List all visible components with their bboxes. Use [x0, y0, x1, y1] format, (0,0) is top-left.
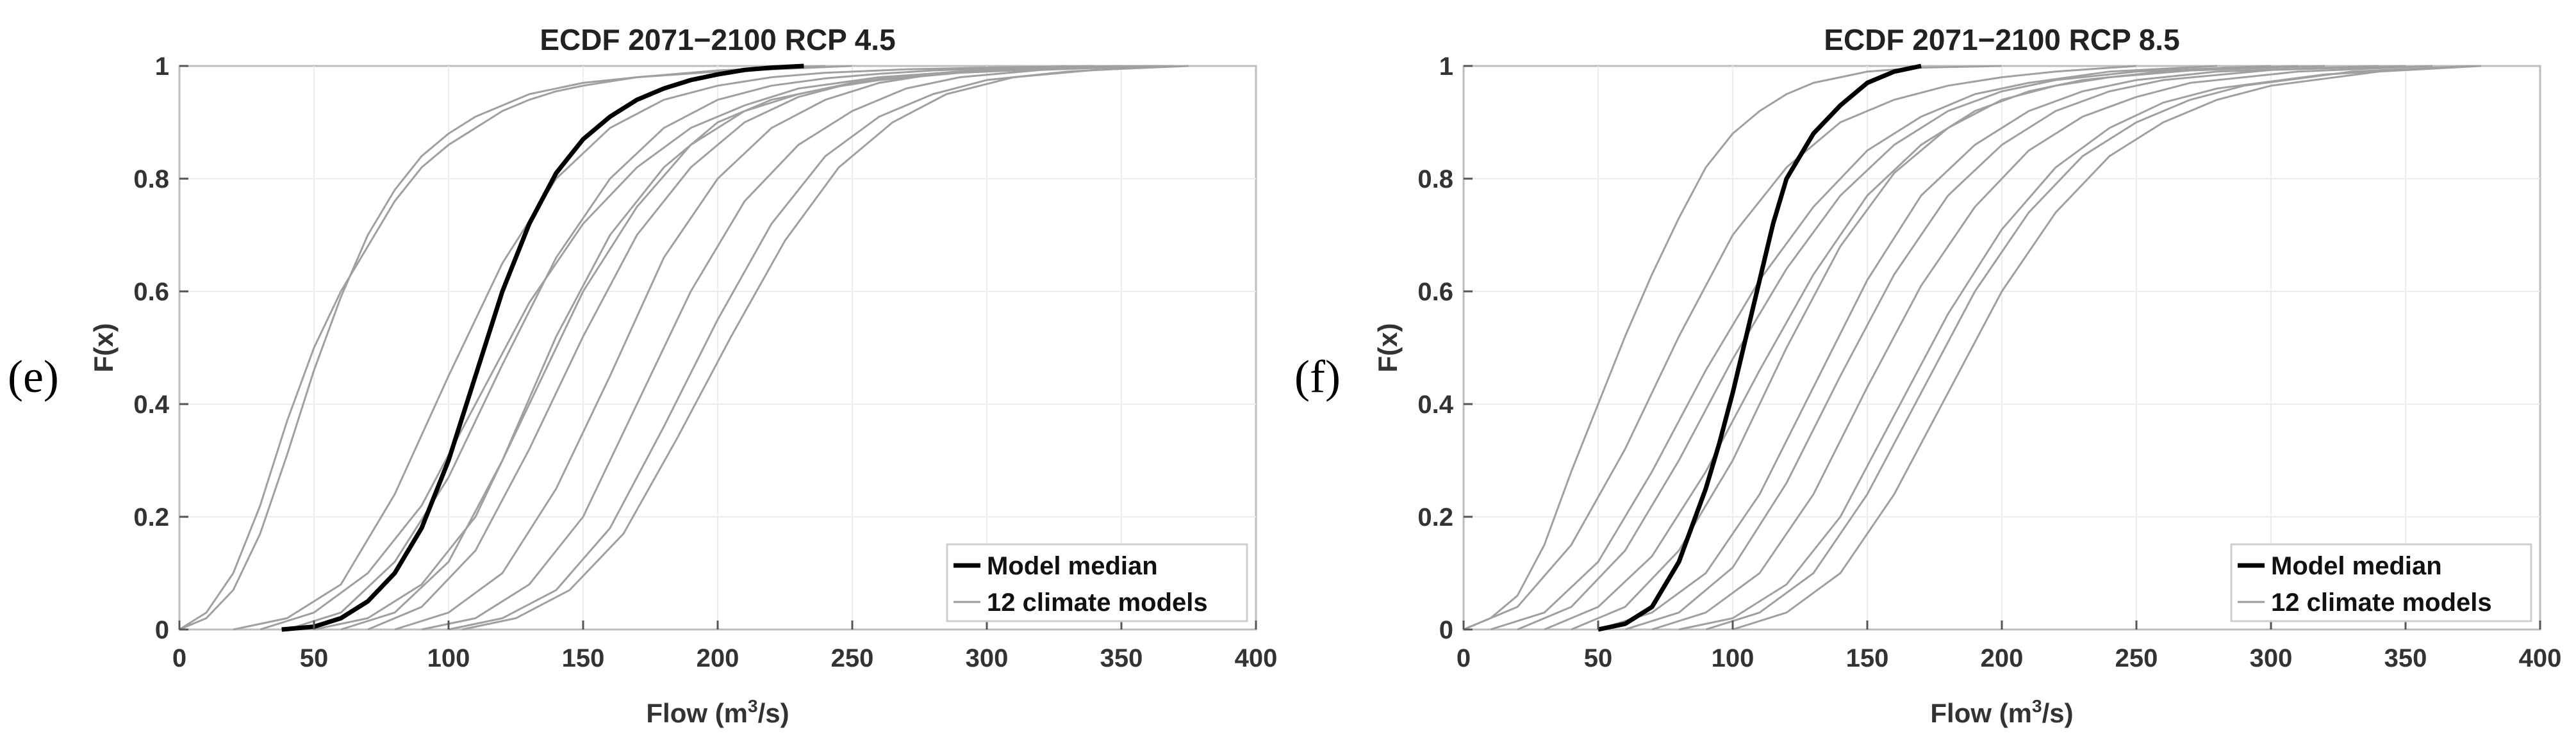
climate-model-line-2 — [1463, 65, 2137, 631]
x-axis-label-superscript: 3 — [748, 696, 758, 716]
climate-model-line-2 — [179, 65, 853, 631]
y-tick-label: 0 — [155, 616, 169, 644]
chart-title: ECDF 2071−2100 RCP 8.5 — [1824, 23, 2179, 56]
legend-median-label: Model median — [2271, 552, 2442, 580]
x-tick-label: 250 — [2115, 644, 2158, 672]
legend-box — [2230, 543, 2532, 622]
y-tick-label: 1 — [155, 53, 169, 81]
y-tick-label: 0.2 — [1417, 503, 1453, 532]
x-tick-label: 400 — [2519, 644, 2562, 672]
chart-panel-e: (e) ECDF 2071−2100 RCP 4.5 0 50 100 150 200 2… — [8, 23, 1277, 728]
climate-model-line-8 — [367, 65, 1095, 631]
x-axis-label: Flow (m3/s) — [646, 696, 789, 728]
climate-model-line-1 — [1463, 65, 2002, 631]
x-tick-label: 300 — [966, 644, 1009, 672]
legend-models-label: 12 climate models — [2271, 589, 2492, 617]
x-tick-labels: 0 50 100 150 200 250 300 350 400 — [172, 621, 1278, 672]
climate-model-line-10 — [421, 65, 1149, 631]
y-axis-label: F(x) — [88, 323, 119, 373]
climate-model-line-7 — [1598, 65, 2379, 631]
gridlines — [179, 66, 1256, 629]
climate-model-line-3 — [1490, 65, 2218, 631]
x-tick-label: 150 — [1846, 644, 1889, 672]
climate-model-line-4 — [1517, 65, 2272, 631]
climate-model-line-9 — [394, 65, 1122, 631]
y-tick-label: 0.2 — [133, 503, 169, 532]
y-tick-label: 0.6 — [1417, 278, 1453, 306]
y-tick-label: 0.6 — [133, 278, 169, 306]
x-tick-label: 200 — [1981, 644, 2024, 672]
y-tick-labels: 0 0.2 0.4 0.6 0.8 1 — [133, 53, 188, 644]
x-tick-label: 400 — [1235, 644, 1278, 672]
climate-model-line-10 — [1678, 65, 2473, 631]
climate-model-line-6 — [1571, 65, 2325, 631]
x-tick-label: 50 — [300, 644, 329, 672]
x-tick-label: 100 — [427, 644, 470, 672]
x-axis-label-text: Flow (m — [1930, 698, 2032, 728]
climate-model-line-11 — [448, 65, 1176, 631]
x-axis-label-tail: /s) — [758, 698, 789, 728]
y-tick-label: 1 — [1439, 53, 1453, 81]
climate-model-line-4 — [260, 65, 1122, 631]
climate-model-line-5 — [1544, 65, 2299, 631]
legend: Model median 12 climate models — [946, 543, 1248, 622]
x-tick-labels: 0 50 100 150 200 250 300 350 400 — [1457, 621, 2562, 672]
x-tick-label: 250 — [831, 644, 874, 672]
x-tick-label: 350 — [1100, 644, 1143, 672]
x-axis-label: Flow (m3/s) — [1930, 696, 2073, 728]
y-tick-label: 0.8 — [1417, 165, 1453, 193]
y-tick-label: 0.4 — [133, 391, 169, 419]
legend: Model median 12 climate models — [2230, 543, 2532, 622]
model-median-line — [281, 63, 804, 632]
legend-models-label: 12 climate models — [987, 589, 1208, 617]
model-median-line — [1598, 63, 1922, 632]
chart-title: ECDF 2071−2100 RCP 4.5 — [540, 23, 895, 56]
x-tick-label: 350 — [2384, 644, 2427, 672]
chart-panel-f: (f) ECDF 2071−2100 RCP 8.5 0 50 100 150 200 2… — [1294, 23, 2561, 728]
legend-box — [946, 543, 1248, 622]
y-tick-labels: 0 0.2 0.4 0.6 0.8 1 — [1417, 53, 1473, 644]
climate-model-line-11 — [1705, 65, 2473, 631]
y-tick-label: 0.8 — [133, 165, 169, 193]
x-axis-label-text: Flow (m — [646, 698, 748, 728]
median-series-group — [1598, 63, 1922, 632]
y-tick-label: 0 — [1439, 616, 1453, 644]
legend-median-label: Model median — [987, 552, 1158, 580]
x-tick-label: 0 — [172, 644, 186, 672]
climate-model-line-5 — [286, 65, 1095, 631]
panel-letter-f: (f) — [1294, 351, 1341, 402]
climate-model-line-12 — [1732, 65, 2481, 631]
climate-model-line-9 — [1651, 65, 2433, 631]
x-tick-label: 200 — [697, 644, 739, 672]
model-series-group — [179, 65, 1189, 631]
x-tick-label: 300 — [2250, 644, 2293, 672]
climate-model-line-3 — [233, 65, 1162, 631]
model-series-group — [1463, 65, 2481, 631]
climate-model-line-12 — [461, 65, 1189, 631]
panel-letter-e: (e) — [8, 351, 59, 402]
x-tick-label: 100 — [1712, 644, 1754, 672]
climate-model-line-8 — [1624, 65, 2406, 631]
median-series-group — [281, 63, 804, 632]
x-axis-label-superscript: 3 — [2032, 696, 2042, 716]
x-tick-label: 0 — [1457, 644, 1471, 672]
x-tick-label: 50 — [1584, 644, 1613, 672]
y-axis-label: F(x) — [1373, 323, 1403, 373]
y-tick-label: 0.4 — [1417, 391, 1453, 419]
x-tick-label: 150 — [562, 644, 605, 672]
x-axis-label-tail: /s) — [2042, 698, 2074, 728]
climate-model-line-1 — [179, 65, 826, 631]
